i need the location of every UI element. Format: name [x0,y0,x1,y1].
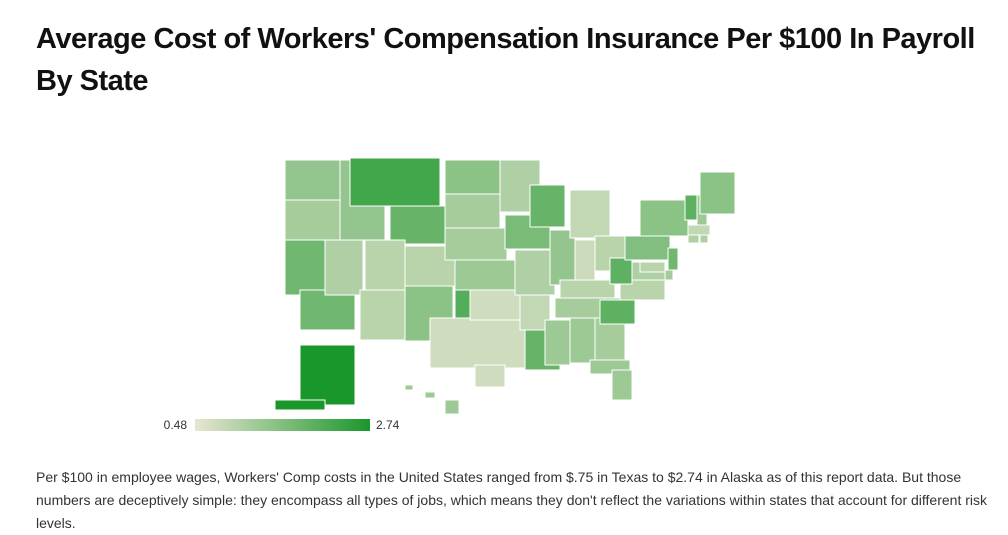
region-shape [699,234,709,244]
region-shape [514,249,556,296]
region [274,344,356,411]
region-shape [519,294,551,331]
region-shape [444,193,501,229]
region [389,205,446,245]
region-shape [687,234,700,244]
region [574,239,596,281]
region-shape [699,171,736,215]
region-shape [609,257,633,285]
region-shape [684,194,698,221]
region [359,289,406,341]
region-shape [667,247,679,271]
region-shape [404,384,414,391]
region [687,224,711,236]
region-shape [569,189,611,239]
region-shape [299,344,356,406]
region [284,199,341,241]
region [667,247,679,271]
region-shape [324,239,364,296]
region [589,359,633,401]
region-shape [444,159,501,195]
region-shape [444,227,508,261]
region [664,269,674,281]
region-shape [469,289,521,321]
region-shape [569,317,596,364]
region [699,234,709,244]
region [639,199,689,237]
region [349,157,441,207]
region-shape [284,199,341,241]
region [444,159,501,195]
description: Per $100 in employee wages, Workers' Com… [36,469,987,531]
legend-bar [195,419,370,431]
region-shape [389,205,446,245]
region [454,259,516,291]
region-shape [349,157,441,207]
region-shape [599,299,636,325]
region [639,261,666,273]
region [687,234,700,244]
region-shape [284,159,341,201]
region [284,159,341,201]
region [444,227,508,261]
region-shape [444,399,460,415]
region-shape [299,289,356,331]
region [569,317,596,364]
region-shape [474,364,506,388]
region [559,279,616,299]
region [529,184,566,228]
map: 0.48 2.74 [164,157,736,432]
region-shape [544,319,571,366]
region [284,239,356,331]
region-shape [664,269,674,281]
region [544,319,571,366]
region [699,171,736,215]
chart-title: Average Cost of Workers' Compensation In… [36,23,975,97]
region-shape [359,289,406,341]
region-shape [424,391,436,399]
region-shape [429,317,526,369]
region-shape [454,259,516,291]
region-shape [687,224,711,236]
region [624,235,671,261]
region-shape [274,399,326,411]
region [599,299,636,325]
region-shape [574,239,596,281]
region [404,384,460,415]
region [444,193,501,229]
region-shape [549,229,576,286]
region-shape [559,279,616,299]
region [364,239,406,291]
region-shape [639,261,666,273]
region [569,189,611,239]
legend-max: 2.74 [376,418,400,432]
region-shape [624,235,671,261]
region [324,239,364,296]
region-shape [529,184,566,228]
region [684,194,698,221]
region [549,229,576,286]
region-shape [284,239,326,296]
region-shape [364,239,406,291]
region [609,257,633,285]
region [519,294,551,331]
region [429,289,526,388]
region-shape [611,369,633,401]
legend-min: 0.48 [164,418,188,432]
region-shape [639,199,689,237]
region [514,249,556,296]
